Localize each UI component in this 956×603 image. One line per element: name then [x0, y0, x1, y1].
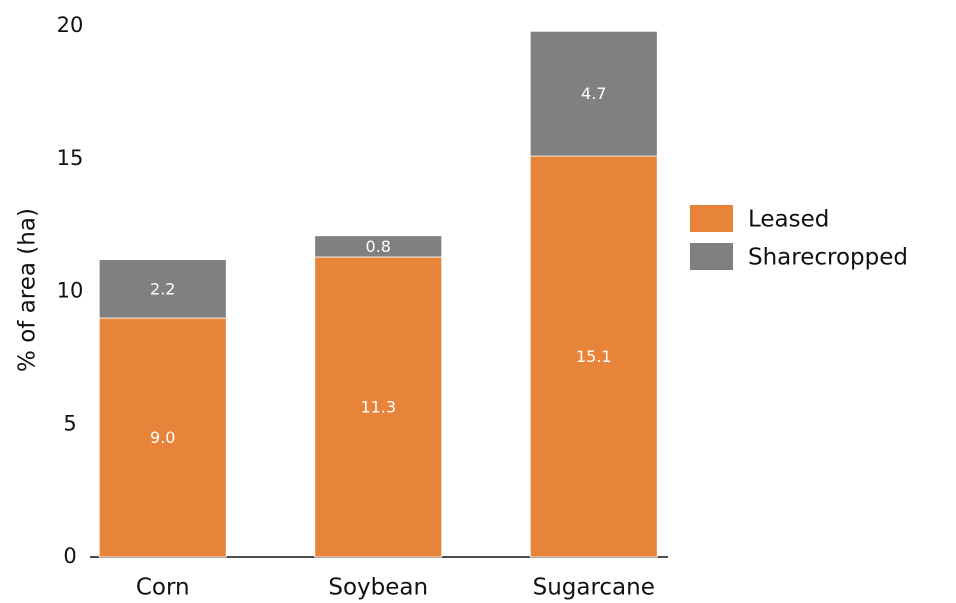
bar-segment [98, 259, 227, 319]
legend-label: Sharecropped [748, 245, 908, 271]
data-label: 9.0 [150, 428, 175, 447]
x-tick-label: Sugarcane [533, 575, 655, 601]
y-tick-label: 10 [57, 279, 84, 303]
bar-segment [314, 235, 443, 258]
bar-segment [529, 30, 658, 157]
data-label: 2.2 [150, 279, 175, 298]
data-label: 4.7 [581, 84, 606, 103]
y-tick-label: 15 [57, 146, 84, 170]
y-tick-label: 5 [63, 411, 76, 435]
data-label: 11.3 [360, 397, 396, 416]
bar-segment [529, 155, 658, 558]
x-tick-label: Corn [136, 575, 190, 601]
legend-swatch [690, 243, 733, 270]
x-tick-label: Soybean [328, 575, 428, 601]
bar-segment [314, 256, 443, 558]
legend-label: Leased [748, 207, 829, 233]
bar-segment [98, 317, 227, 558]
y-axis-label: % of area (ha) [15, 208, 41, 372]
data-label: 0.8 [366, 237, 391, 256]
y-tick-label: 0 [63, 544, 76, 568]
data-label: 15.1 [576, 347, 612, 366]
y-tick-label: 20 [57, 13, 84, 37]
legend-swatch [690, 205, 733, 232]
